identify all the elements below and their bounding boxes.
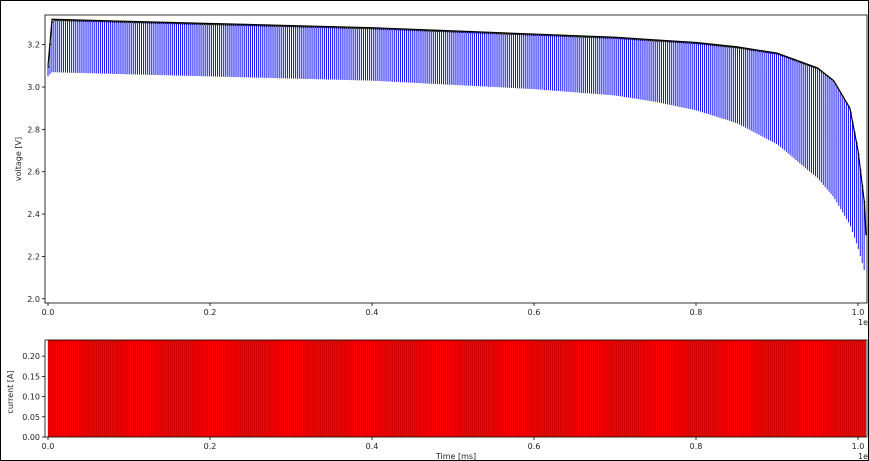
x-tick-label: 1.0 [852, 442, 865, 451]
voltage-x-ticks: 0.0 0.2 0.4 0.6 0.8 1.0 [42, 303, 865, 317]
x-tick-label: 1.0 [852, 308, 865, 317]
y-tick-label: 0.05 [22, 413, 40, 422]
voltage-pulse-lines [47, 19, 865, 271]
x-tick-label: 0.2 [204, 442, 217, 451]
current-x-axis-label: Time [ms] [435, 452, 476, 461]
x-tick-label: 0.6 [528, 442, 541, 451]
y-tick-label: 2.0 [27, 295, 40, 304]
y-tick-label: 3.2 [27, 41, 40, 50]
x-tick-label: 0.6 [528, 308, 541, 317]
y-tick-label: 0.00 [22, 433, 40, 442]
y-tick-label: 2.4 [27, 210, 40, 219]
voltage-data-layer [47, 18, 867, 271]
x-tick-label: 0.8 [690, 308, 703, 317]
voltage-y-axis-label: voltage [V] [14, 137, 23, 181]
current-data-layer [47, 340, 866, 437]
y-tick-label: 0.15 [22, 372, 40, 381]
voltage-rest-envelope [47, 19, 866, 203]
y-tick-label: 3.0 [27, 83, 40, 92]
y-tick-label: 0.20 [22, 352, 40, 361]
x-tick-label: 0.4 [366, 442, 379, 451]
current-y-axis-label: current [A] [6, 370, 15, 413]
current-axes: 0.0 0.2 0.4 0.6 0.8 1.0 0.000.050.100.150.20 … [6, 339, 868, 461]
current-y-ticks: 0.00 0.05 0.10 0.15 0.20 [22, 352, 45, 442]
voltage-axes: 0.0 0.2 0.4 0.6 0.8 1.0 2.0 2.2 2.4 2.6 2.8 3.0 3.2… [14, 14, 868, 327]
x-tick-label: 0.8 [690, 442, 703, 451]
x-tick-label: 0.0 [42, 308, 55, 317]
current-pulse-lines [47, 340, 865, 437]
voltage-axes-frame [44, 14, 868, 304]
x-tick-label: 0.4 [366, 308, 379, 317]
current-x-ticks: 0.0 0.2 0.4 0.6 0.8 1.0 [42, 437, 865, 451]
current-axes-frame [44, 339, 868, 438]
y-tick-label: 2.6 [27, 168, 40, 177]
x-tick-label: 0.0 [42, 442, 55, 451]
x-tick-label: 0.2 [204, 308, 217, 317]
y-tick-label: 2.8 [27, 125, 40, 134]
current-x-offset-label: 1e [858, 452, 868, 461]
voltage-y-ticks: 2.0 2.2 2.4 2.6 2.8 3.0 3.2 [27, 41, 45, 304]
voltage-x-offset-label: 1e [858, 318, 868, 327]
voltage-upper-envelope-line [47, 18, 867, 236]
y-tick-label: 2.2 [27, 252, 40, 261]
y-tick-label: 0.10 [22, 393, 40, 402]
